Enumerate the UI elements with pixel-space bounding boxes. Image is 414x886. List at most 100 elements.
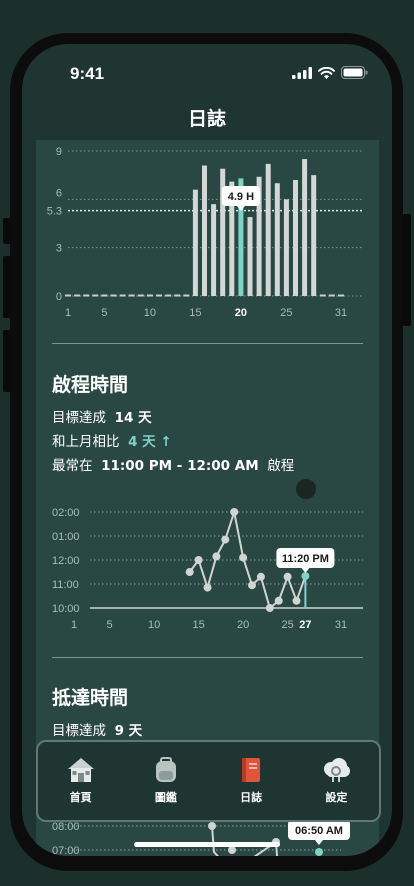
- bedtime-goal: 目標達成 14 天: [52, 406, 152, 426]
- screen: 9:41 日誌 9 6 5.3 3 0: [22, 44, 392, 856]
- wifi-icon: [318, 66, 335, 79]
- bedtime-point: [256, 572, 265, 581]
- tab-journal[interactable]: 日誌: [209, 742, 294, 820]
- sleep-bar: [211, 204, 217, 296]
- bedtime-point: [221, 535, 230, 544]
- bedtime-point: [212, 552, 221, 561]
- x-tick-label: 1: [71, 619, 77, 631]
- bedtime-point: [203, 583, 212, 592]
- x-tick-label: 1: [65, 307, 71, 319]
- bedtime-point: [248, 581, 256, 590]
- sleep-bar: [256, 176, 262, 296]
- sleep-bar: [174, 294, 181, 297]
- tab-home[interactable]: 首頁: [38, 742, 123, 820]
- common-suffix: 啟程: [267, 458, 295, 474]
- bedtime-point: [265, 604, 274, 612]
- tab-label: 首頁: [69, 791, 92, 804]
- tooltip-pointer: [236, 206, 245, 211]
- x-tick-label: 25: [280, 307, 292, 319]
- sleep-bar: [338, 294, 344, 297]
- x-tick-label: 27: [299, 619, 311, 631]
- arrival-tooltip: 06:50 AM: [295, 825, 343, 837]
- scroll-dot: [296, 479, 316, 499]
- tab-label: 圖鑑: [154, 791, 177, 804]
- sleep-bar: [192, 189, 198, 296]
- y-tick-label: 0: [56, 291, 62, 303]
- sleep-bar: [183, 294, 190, 297]
- status-time: 9:41: [70, 64, 105, 83]
- x-tick-label: 5: [107, 619, 113, 631]
- compare-value: 4 天 ↑: [128, 434, 172, 450]
- tab-bar: 首頁 圖鑑 日誌: [36, 740, 381, 822]
- common-label: 最常在: [52, 458, 93, 474]
- tab-collection[interactable]: 圖鑑: [123, 742, 208, 820]
- goal-label: 目標達成: [52, 410, 106, 426]
- volume-down-button: [3, 330, 11, 392]
- divider: [52, 343, 363, 344]
- x-tick-label: 20: [237, 619, 249, 631]
- goal-value: 9 天: [114, 723, 143, 739]
- sleep-bar: [265, 163, 271, 296]
- silent-switch: [3, 218, 11, 244]
- x-tick-label: 31: [335, 307, 347, 319]
- volume-up-button: [3, 256, 11, 318]
- sleep-bar: [74, 294, 81, 297]
- bedtime-line: [295, 575, 307, 602]
- sleep-bar: [319, 294, 326, 297]
- tooltip-box: [221, 186, 260, 206]
- arrival-y-label: 08:00: [52, 821, 80, 833]
- page-title: 日誌: [187, 108, 226, 130]
- sleep-bar: [302, 159, 308, 296]
- sleep-bar: [110, 294, 117, 297]
- tooltip-pointer: [301, 568, 310, 573]
- tab-label: 設定: [325, 791, 348, 804]
- x-tick-label: 15: [189, 307, 201, 319]
- y-tick-label: 6: [56, 187, 62, 199]
- journal-icon: [242, 758, 261, 782]
- sleep-bar: [119, 294, 126, 297]
- journal-card[interactable]: 9 6 5.3 3 0 1 5 10 15 20 25 31 4.9 H 啟程時間 目標達成 14 …: [36, 140, 379, 856]
- bedtime-point: [239, 553, 248, 562]
- x-tick-label: 5: [101, 307, 107, 319]
- tab-label: 日誌: [240, 791, 263, 804]
- tooltip-label: 11:20 PM: [282, 553, 329, 565]
- y-tick-label: 3: [56, 243, 62, 255]
- sleep-bar: [229, 181, 235, 296]
- bedtime-point: [292, 596, 301, 605]
- home-indicator: [134, 842, 280, 847]
- compare-label: 和上月相比: [52, 434, 120, 450]
- x-tick-label: 15: [192, 619, 204, 631]
- bedtime-point: [283, 572, 292, 581]
- tab-settings[interactable]: 設定: [294, 742, 379, 820]
- cloud-gear-icon: [324, 758, 351, 782]
- goal-label: 目標達成: [52, 723, 106, 739]
- y-tick-label: 9: [56, 146, 62, 158]
- tooltip-box: [276, 548, 335, 568]
- house-icon: [67, 758, 94, 782]
- sleep-bar: [156, 294, 162, 297]
- bedtime-compare: 和上月相比 4 天 ↑: [52, 430, 172, 450]
- power-button: [403, 214, 411, 326]
- arrival-point: [228, 846, 236, 854]
- y-tick-label: 5.3: [47, 206, 62, 218]
- sleep-bar: [238, 178, 244, 296]
- x-tick-label: 20: [235, 307, 247, 319]
- signal-icon: [292, 66, 312, 79]
- arrival-point: [208, 822, 216, 830]
- status-icons: [292, 66, 368, 79]
- battery-icon: [341, 66, 368, 79]
- y-tick-label: 10:00: [52, 603, 80, 615]
- sleep-bar: [274, 183, 280, 296]
- backpack-icon: [155, 757, 176, 782]
- x-tick-label: 10: [144, 307, 156, 319]
- sleep-duration-chart: 965.330 1 5 10 15 20 25 31 4.9 H: [47, 146, 363, 319]
- arrival-goal: 目標達成 9 天: [52, 719, 142, 739]
- divider: [52, 657, 363, 658]
- arrival-tooltip-box: [288, 820, 350, 840]
- bedtime-point: [274, 596, 283, 605]
- common-value: 11:00 PM - 12:00 AM: [101, 458, 259, 474]
- sleep-bar: [293, 180, 298, 296]
- sleep-bar: [220, 168, 226, 296]
- sleep-bar: [83, 294, 90, 297]
